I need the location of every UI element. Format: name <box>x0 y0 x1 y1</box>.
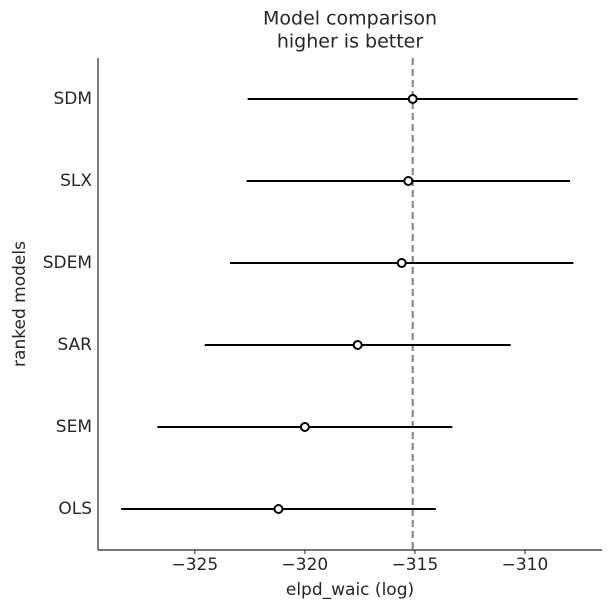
x-axis-label: elpd_waic (log) <box>286 580 414 600</box>
y-tick-label: SLX <box>60 171 92 191</box>
y-tick-label: SEM <box>56 417 92 437</box>
x-tick-label: −320 <box>282 555 329 575</box>
x-tick-label: −315 <box>392 555 439 575</box>
y-tick-label: SDEM <box>43 253 92 273</box>
y-tick-label: SAR <box>57 335 92 355</box>
x-tick-label: −310 <box>502 555 549 575</box>
y-tick-label: OLS <box>58 499 92 519</box>
point <box>273 504 284 514</box>
x-tick-label: −325 <box>171 555 218 575</box>
y-axis-label: ranked models <box>10 241 30 367</box>
y-tick-label: SDM <box>53 89 92 109</box>
point <box>403 176 414 186</box>
point <box>407 94 418 104</box>
chart-title: Model comparison <box>263 8 437 30</box>
point <box>396 258 407 268</box>
chart-subtitle: higher is better <box>277 31 424 53</box>
point <box>299 422 310 432</box>
point <box>352 340 363 350</box>
